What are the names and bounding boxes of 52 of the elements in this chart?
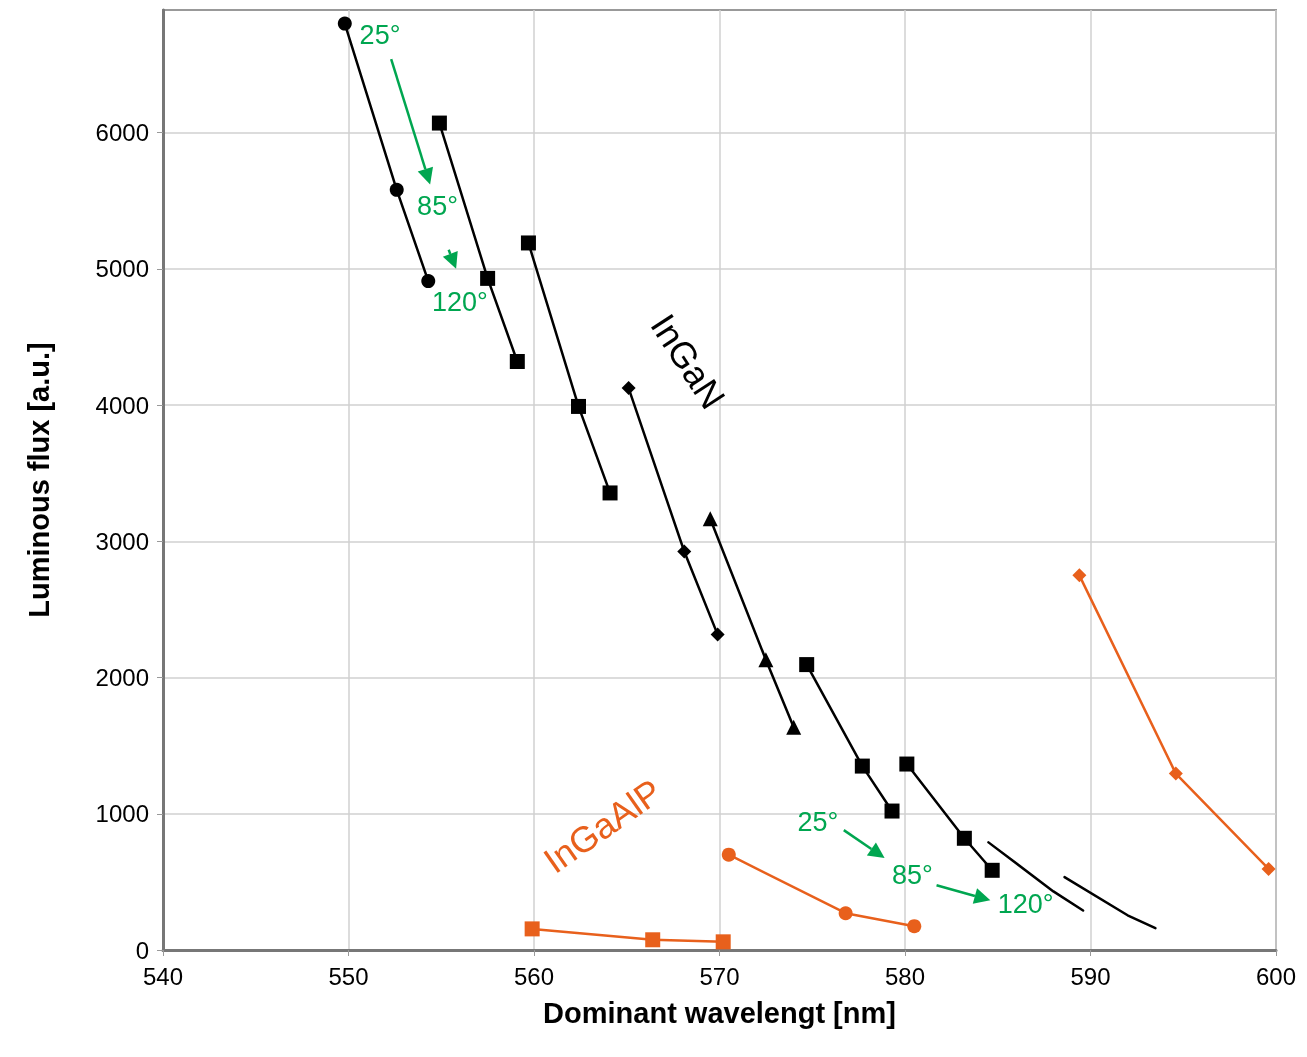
point [677,544,692,559]
point [899,756,915,772]
annotation: 25° [359,19,401,50]
x-tick-label: 560 [513,962,555,990]
point [480,270,496,286]
point [421,274,436,289]
annotation: 85° [892,860,933,891]
annotation: 25° [797,806,839,837]
x-tick-label: 580 [884,962,926,990]
point [524,921,540,937]
point [602,485,618,501]
y-tick-label: 5000 [95,255,149,283]
point [621,381,636,396]
y-tick-label: 6000 [95,119,149,147]
annotation: 85° [417,191,458,222]
point [715,934,731,950]
annotation: 120° [431,286,488,317]
point [1072,568,1087,583]
x-axis-title: Dominant wavelengt [nm] [543,996,896,1029]
point [1168,766,1183,781]
y-tick-label: 4000 [95,391,149,419]
x-tick-label: 590 [1070,962,1111,990]
y-tick-label: 1000 [95,800,149,828]
y-axis-title: Luminous flux [a.u.] [22,342,55,618]
point [431,115,447,131]
point [956,830,972,846]
point [645,932,661,948]
point [907,919,922,934]
y-tick-label: 2000 [95,664,149,692]
point [854,758,870,774]
point [337,16,352,31]
point [389,182,404,197]
x-tick-label: 540 [142,962,184,990]
point [799,657,815,673]
point [571,398,587,414]
point [884,803,900,819]
point [758,652,774,668]
x-tick-label: 570 [699,962,740,990]
point [710,627,725,642]
point [786,719,802,735]
y-tick-label: 0 [135,936,149,964]
point [702,511,718,527]
point [984,862,1000,878]
y-tick-label: 3000 [95,527,149,555]
point [1261,861,1276,876]
x-tick-label: 600 [1255,962,1297,990]
point [509,353,525,369]
point [838,906,853,921]
point [721,847,736,862]
point [520,235,536,251]
annotation: 120° [997,888,1054,919]
x-tick-label: 550 [328,962,369,990]
